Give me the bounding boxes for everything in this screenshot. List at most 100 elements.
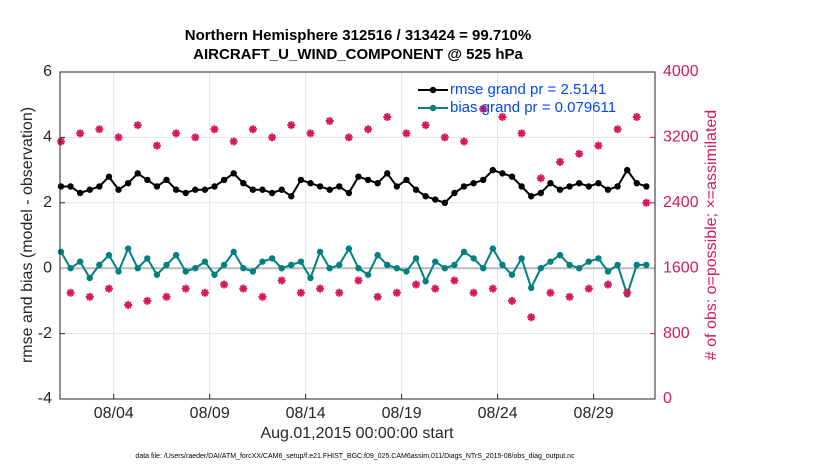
series-marker: [230, 170, 237, 177]
obs-marker: [104, 284, 113, 293]
series-marker: [211, 183, 218, 190]
obs-marker: [152, 141, 161, 150]
obs-marker: [460, 137, 469, 146]
series-marker: [96, 183, 103, 190]
obs-marker: [421, 121, 430, 130]
series-marker: [192, 186, 199, 193]
series-marker: [268, 189, 276, 197]
obs-marker: [383, 112, 392, 121]
obs-marker: [536, 174, 545, 183]
series-marker: [86, 274, 93, 282]
y-tick-label: 0: [43, 259, 52, 276]
series-marker: [566, 183, 573, 190]
series-marker: [412, 255, 420, 262]
obs-marker: [412, 280, 421, 289]
obs-marker: [603, 280, 612, 289]
obs-marker: [277, 276, 286, 285]
series-marker: [67, 183, 74, 190]
series-marker: [249, 186, 257, 193]
series-marker: [374, 179, 381, 187]
footnote: data file: /Users/raeder/DAI/ATM_forcXX/…: [135, 453, 575, 460]
series-marker: [451, 261, 458, 269]
series-marker: [537, 189, 544, 197]
obs-marker: [373, 292, 382, 301]
legend-swatch: [429, 104, 437, 112]
series-marker: [499, 170, 506, 177]
series-marker: [643, 261, 650, 269]
series-marker: [480, 176, 487, 184]
obs-marker: [469, 288, 478, 297]
series-marker: [316, 248, 324, 256]
series-marker: [575, 265, 583, 272]
obs-marker: [613, 125, 622, 134]
series-marker: [393, 183, 401, 190]
obs-marker: [143, 296, 152, 305]
series-marker: [201, 258, 209, 265]
obs-marker: [575, 149, 584, 158]
obs-marker: [354, 276, 363, 285]
series-marker: [240, 265, 247, 272]
x-tick-label: 08/19: [382, 405, 422, 422]
series-marker: [470, 255, 477, 262]
obs-marker: [95, 125, 104, 134]
legend-label: bias grand pr = 0.079611: [450, 99, 616, 116]
y-tick-label: 4: [43, 129, 52, 146]
x-tick-label: 08/09: [190, 405, 230, 422]
series-marker: [76, 189, 84, 197]
series-marker: [432, 258, 439, 265]
obs-marker: [623, 288, 632, 297]
obs-marker: [450, 276, 459, 285]
series-marker: [86, 186, 93, 193]
series-marker: [355, 173, 362, 180]
obs-marker: [364, 125, 373, 134]
obs-marker: [56, 137, 65, 146]
series-marker: [575, 179, 583, 187]
series-marker: [96, 261, 103, 269]
series-marker: [460, 248, 468, 256]
series-marker: [585, 183, 592, 190]
obs-marker: [546, 288, 555, 297]
series-marker: [240, 179, 247, 187]
series-marker: [604, 268, 612, 275]
obs-marker: [642, 198, 651, 207]
obs-marker: [555, 157, 564, 166]
series-marker: [614, 183, 621, 190]
obs-marker: [66, 288, 75, 297]
series-marker: [211, 271, 218, 278]
series-marker: [278, 186, 285, 193]
series-marker: [364, 271, 372, 278]
x-tick-label: 08/04: [94, 405, 134, 422]
series-marker: [115, 268, 122, 275]
obs-marker: [229, 137, 238, 146]
series-marker: [268, 255, 276, 262]
series-marker: [201, 186, 209, 193]
series-marker: [460, 183, 468, 190]
series-marker: [163, 261, 170, 269]
obs-marker: [210, 125, 219, 134]
series-marker: [259, 258, 266, 265]
series-marker: [614, 261, 621, 269]
series-marker: [518, 183, 525, 190]
series-marker: [278, 265, 285, 272]
series-marker: [633, 179, 640, 187]
series-marker: [76, 258, 84, 265]
series-marker: [556, 251, 564, 259]
series-marker: [384, 261, 391, 269]
obs-marker: [85, 292, 94, 301]
series-marker: [307, 274, 314, 282]
series-marker: [153, 271, 161, 278]
y2-axis-label: # of obs: o=possible; ×=assimilated: [703, 110, 720, 360]
y-axis-label: rmse and bias (model - observation): [19, 107, 36, 363]
obs-marker: [248, 125, 257, 134]
series-marker: [163, 176, 170, 184]
series-marker: [432, 196, 439, 203]
y-tick-label: -2: [38, 325, 52, 342]
series-marker: [297, 258, 305, 265]
obs-marker: [181, 284, 190, 293]
series-marker: [336, 183, 343, 190]
series-marker: [230, 248, 237, 256]
series-marker: [556, 186, 564, 193]
series-marker: [220, 261, 228, 269]
series-marker: [115, 186, 122, 193]
series-marker: [441, 199, 449, 206]
